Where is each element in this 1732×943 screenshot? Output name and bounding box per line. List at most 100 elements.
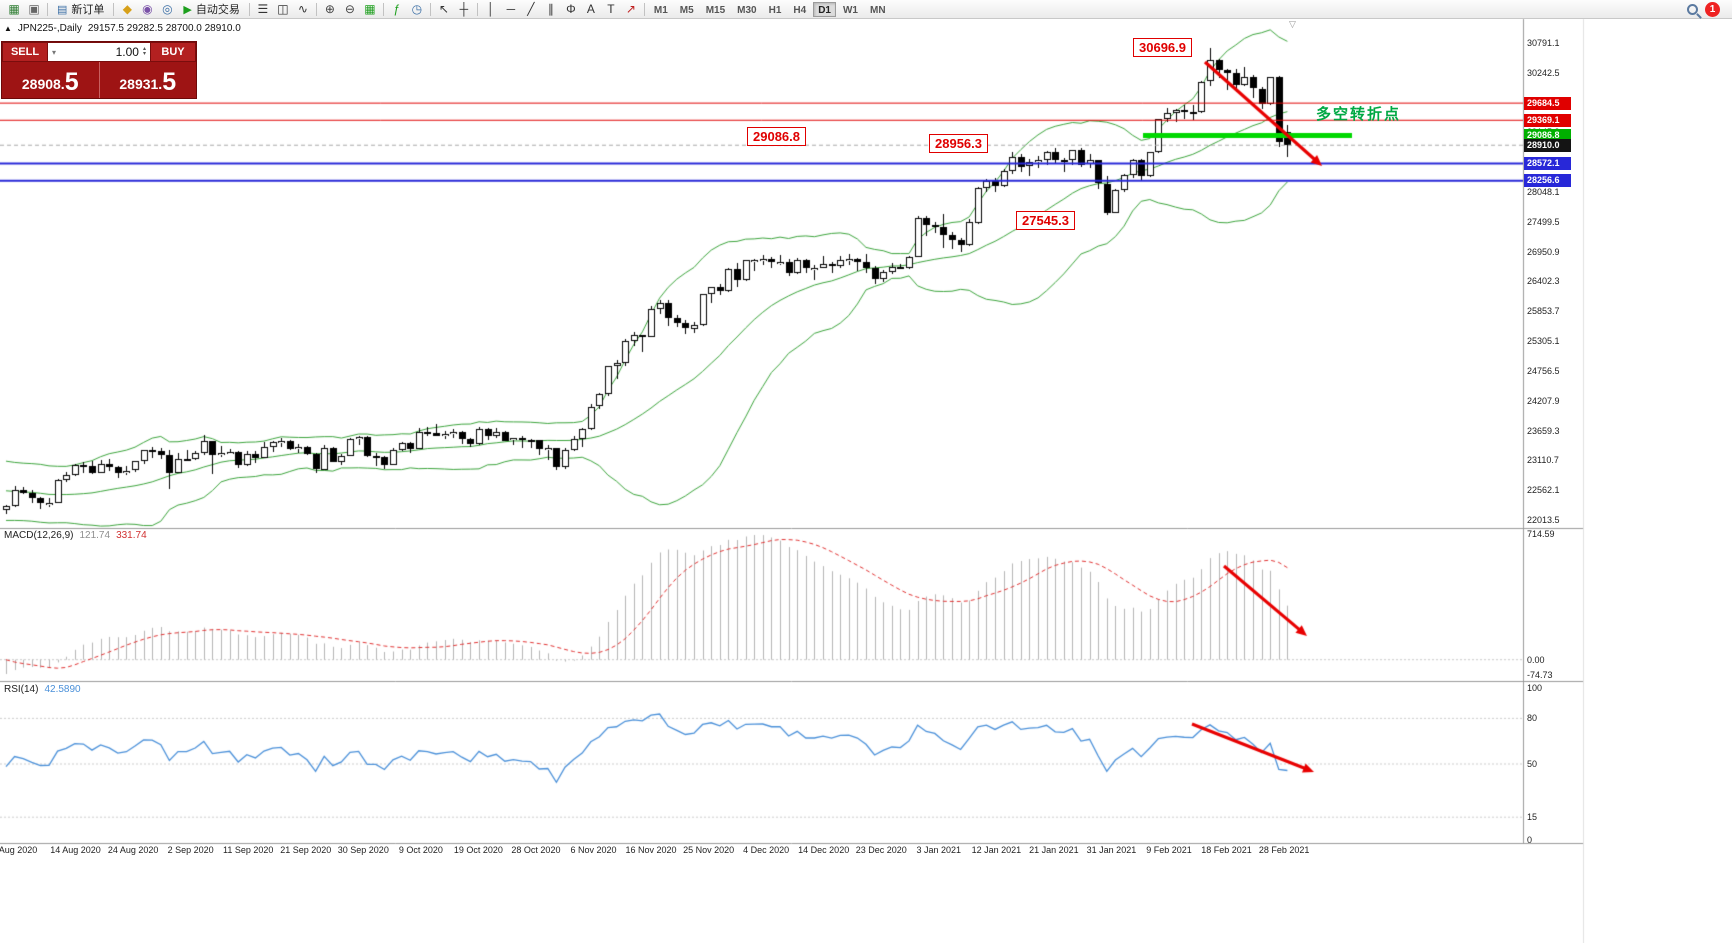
timeframe-m5[interactable]: M5: [679, 4, 694, 16]
line-chart-mode-icon[interactable]: ∿: [297, 2, 308, 16]
sell-price[interactable]: 28908. 5: [2, 62, 99, 98]
macd-axis-zero: 0.00: [1527, 655, 1545, 665]
trendline-icon[interactable]: ╱: [527, 2, 535, 16]
price-axis-label: 23110.7: [1527, 455, 1559, 466]
horizontal-line-icon[interactable]: ─: [506, 2, 516, 16]
new-chart-icon[interactable]: ▦: [8, 2, 20, 16]
volume-dropdown-icon[interactable]: ▾: [52, 47, 57, 57]
date-axis-label: 18 Feb 2021: [1201, 845, 1252, 855]
toolbar-separator: [47, 2, 48, 16]
date-axis-label: 14 Dec 2020: [798, 845, 850, 855]
one-click-toggle[interactable]: ▲: [4, 24, 12, 33]
annotation-turning-point: 多空转折点: [1316, 106, 1402, 123]
date-axis-label: 24 Aug 2020: [107, 845, 159, 855]
zoom-in-icon[interactable]: ⊕: [324, 2, 335, 16]
chart-legend: ▲ JPN225-,Daily 29157.5 29282.5 28700.0 …: [4, 23, 241, 34]
arrows-tool-icon[interactable]: ↗: [625, 2, 636, 16]
spin-down-icon[interactable]: ▾: [142, 51, 146, 57]
date-axis-label: Aug 2020: [0, 845, 38, 855]
tile-windows-icon[interactable]: ▦: [364, 2, 376, 16]
macd-axis-top: 714.59: [1527, 529, 1555, 539]
timeframe-h1[interactable]: H1: [768, 4, 782, 16]
toolbar-right: 1: [1687, 1, 1728, 17]
price-axis-label: 24756.5: [1527, 365, 1560, 376]
timeframe-h4[interactable]: H4: [793, 4, 807, 16]
new-order-button-icon: ▤: [57, 3, 68, 16]
fibonacci-icon[interactable]: Φ: [566, 2, 576, 16]
annotation-price-30696: 30696.9: [1133, 38, 1192, 57]
search-icon[interactable]: [1687, 3, 1698, 15]
chart-profiles-icon[interactable]: ▣: [28, 2, 40, 16]
date-axis-label: 6 Nov 2020: [570, 845, 617, 855]
date-axis-label: 19 Oct 2020: [453, 845, 503, 855]
date-axis-label: 16 Nov 2020: [625, 845, 677, 855]
date-axis-label: 9 Feb 2021: [1146, 845, 1192, 855]
date-axis-label: 31 Jan 2021: [1086, 845, 1137, 855]
buy-price-main: 28931.: [119, 76, 163, 92]
periods-icon[interactable]: ◷: [411, 2, 423, 16]
label-icon[interactable]: T: [607, 2, 615, 16]
date-axis-label: 21 Sep 2020: [280, 845, 332, 855]
volume-input[interactable]: ▾ 1.00 ▴ ▾: [48, 42, 150, 62]
buy-price[interactable]: 28931. 5: [98, 62, 197, 98]
experts-icon[interactable]: ◉: [142, 2, 153, 16]
text-icon[interactable]: A: [586, 2, 595, 16]
price-tag: 28910.0: [1524, 139, 1571, 152]
macd-value: 121.74: [79, 530, 111, 541]
rsi-axis-label: 50: [1527, 759, 1538, 769]
price-tag: 29369.1: [1524, 114, 1571, 127]
timeframe-w1[interactable]: W1: [842, 4, 858, 16]
cursor-icon[interactable]: ↖: [438, 2, 449, 16]
channel-icon[interactable]: ∥: [547, 2, 554, 16]
rsi-axis-label: 0: [1527, 835, 1533, 845]
timeframe-m1[interactable]: M1: [653, 4, 668, 16]
price-tag: 29684.5: [1524, 97, 1571, 110]
rsi-legend: RSI(14) 42.5890: [4, 684, 81, 695]
date-axis-label: 9 Oct 2020: [398, 845, 443, 855]
date-axis-label: 4 Dec 2020: [743, 845, 790, 855]
annotation-price-29086: 29086.8: [747, 127, 806, 146]
sell-price-main: 28908.: [21, 76, 65, 92]
notification-badge[interactable]: 1: [1705, 1, 1720, 17]
buy-price-big-digit: 5: [162, 68, 177, 96]
price-axis-label: 25853.7: [1527, 306, 1560, 317]
vertical-line-icon[interactable]: │: [487, 2, 495, 16]
terminal-icon[interactable]: ◎: [162, 2, 173, 16]
toolbar-separator: [382, 2, 384, 16]
metaeditor-icon[interactable]: ◆: [122, 2, 133, 16]
spin-up-icon[interactable]: ▴: [142, 46, 146, 52]
new-order-button[interactable]: ▤ 新订单: [51, 1, 110, 18]
chart-title: JPN225-,Daily: [17, 23, 82, 34]
chart-shift-marker: ▽: [1289, 19, 1296, 29]
indicators-icon[interactable]: ƒ: [393, 2, 401, 16]
chart-ohlc: 29157.5 29282.5 28700.0 28910.0: [87, 23, 241, 34]
rsi-axis-label: 100: [1527, 683, 1543, 693]
crosshair-icon[interactable]: ┼: [459, 2, 469, 16]
toolbar-separator: [315, 2, 317, 16]
buy-button[interactable]: BUY: [150, 42, 196, 62]
date-axis-label: 30 Sep 2020: [337, 845, 389, 855]
rsi-value: 42.5890: [44, 684, 81, 695]
zoom-out-icon[interactable]: ⊖: [344, 2, 355, 16]
candlestick-mode-icon[interactable]: ◫: [277, 2, 289, 16]
annotation-price-27545: 27545.3: [1016, 211, 1075, 230]
sell-button[interactable]: SELL: [2, 42, 48, 62]
toolbar-items: ▦ ▣ ▤ 新订单 ◆ ◉ ◎ ▶ 自动交易 ☰ ◫ ∿ ⊕ ⊖ ▦ ƒ ◷ ↖ ┼ │ ─ ╱ ∥ Φ A T ↗: [4, 1, 648, 18]
price-axis-label: 27499.5: [1527, 216, 1560, 227]
volume-value[interactable]: 1.00: [115, 45, 139, 59]
toolbar-separator: [643, 2, 645, 16]
price-axis-label: 26402.3: [1527, 276, 1560, 287]
macd-axis-bottom: -74.73: [1527, 670, 1553, 680]
trade-controls-row: SELL ▾ 1.00 ▴ ▾ BUY: [2, 42, 196, 62]
timeframe-m30[interactable]: M30: [737, 4, 757, 16]
bar-chart-mode-icon[interactable]: ☰: [257, 2, 269, 16]
auto-trading-button[interactable]: ▶ 自动交易: [177, 1, 245, 18]
volume-spinner[interactable]: ▴ ▾: [142, 46, 146, 57]
rsi-axis-label: 80: [1527, 713, 1538, 723]
timeframe-m15[interactable]: M15: [705, 4, 726, 16]
timeframe-mn[interactable]: MN: [869, 4, 886, 16]
timeframe-d1[interactable]: D1: [813, 1, 836, 17]
macd-signal-value: 331.74: [116, 530, 147, 541]
